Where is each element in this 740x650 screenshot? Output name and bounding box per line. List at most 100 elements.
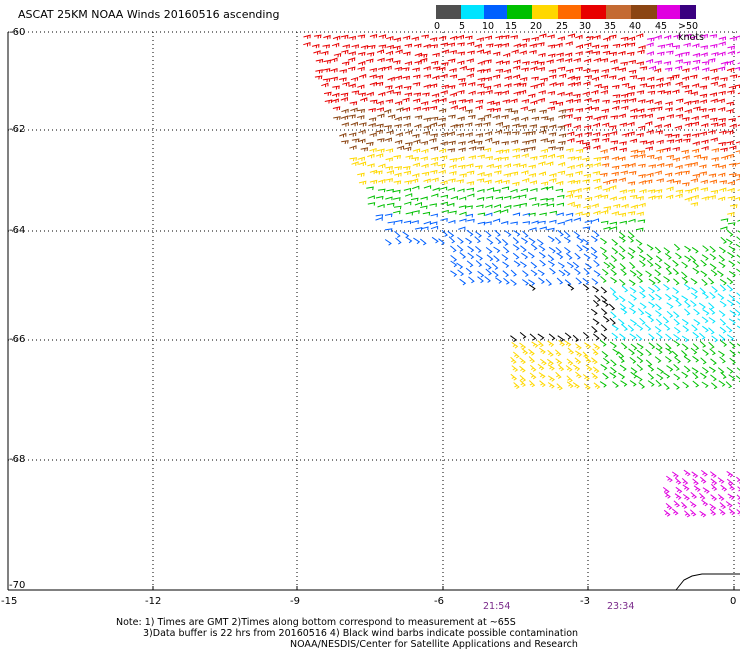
wind-barb	[494, 156, 502, 162]
wind-barb	[698, 107, 707, 113]
wind-barb	[627, 252, 635, 260]
wind-barb	[530, 261, 538, 269]
wind-barb	[593, 230, 600, 238]
wind-barb	[429, 169, 438, 175]
wind-barb	[546, 59, 554, 64]
wind-barb	[619, 220, 627, 225]
legend-label: 20	[530, 21, 543, 32]
wind-barb	[475, 99, 484, 104]
wind-barb	[709, 503, 717, 511]
wind-barb	[610, 276, 618, 284]
wind-barb	[331, 98, 339, 103]
wind-barb	[511, 365, 519, 372]
wind-barb	[591, 278, 599, 285]
wind-barb	[558, 109, 566, 114]
wind-barb	[467, 218, 475, 223]
wind-barb	[384, 124, 392, 130]
wind-barb	[438, 66, 446, 72]
wind-barb	[609, 317, 616, 325]
wind-barb	[521, 67, 529, 72]
wind-barb	[725, 381, 733, 389]
wind-barb	[675, 193, 683, 199]
wind-barb	[423, 66, 431, 71]
wind-barb	[593, 260, 600, 267]
wind-barb	[395, 132, 403, 137]
wind-barb	[360, 147, 369, 152]
wind-barb	[619, 364, 627, 372]
wind-barb	[582, 157, 590, 162]
wind-barb	[601, 122, 610, 127]
wind-barb	[377, 138, 385, 143]
wind-barb	[710, 358, 717, 366]
wind-barb	[403, 187, 412, 192]
wind-barb	[528, 164, 536, 169]
wind-barb	[691, 287, 698, 294]
wind-barb	[432, 187, 440, 192]
wind-barb	[663, 382, 670, 390]
wind-barb	[630, 108, 638, 113]
wind-barb	[321, 82, 329, 88]
wind-barb	[673, 311, 680, 319]
wind-barb	[519, 357, 526, 365]
wind-barb	[404, 193, 413, 197]
wind-barb	[610, 115, 619, 120]
wind-barb	[504, 83, 512, 88]
wind-barb	[575, 343, 582, 350]
wind-barb	[711, 286, 718, 293]
wind-barb	[648, 278, 656, 286]
wind-barb	[440, 90, 448, 95]
legend-swatch	[484, 5, 507, 19]
wind-barb	[430, 161, 438, 167]
wind-barb	[557, 335, 565, 342]
wind-barb	[718, 380, 726, 387]
wind-barb	[512, 65, 521, 70]
wind-barb	[385, 196, 393, 201]
wind-barb	[736, 343, 740, 347]
wind-barb	[547, 254, 555, 262]
legend-swatch	[507, 5, 532, 19]
wind-barb	[707, 58, 716, 63]
wind-barb	[466, 163, 474, 168]
wind-barb	[693, 485, 701, 492]
wind-barb	[628, 279, 636, 286]
wind-barb	[628, 170, 637, 176]
wind-barb	[727, 45, 735, 50]
wind-barb	[610, 311, 617, 319]
wind-barb	[584, 75, 593, 80]
wind-barb	[527, 93, 536, 98]
wind-barb	[728, 483, 735, 491]
wind-barb	[522, 61, 530, 66]
wind-barb	[674, 138, 683, 143]
wind-barb	[656, 373, 664, 381]
wind-barb	[555, 371, 562, 379]
wind-barb	[608, 303, 616, 311]
wind-barb	[555, 101, 564, 106]
wind-barb	[539, 212, 547, 217]
wind-barb	[323, 59, 331, 64]
wind-barb	[369, 179, 378, 185]
wind-barb	[718, 117, 726, 123]
wind-barb	[358, 73, 367, 79]
wind-barb	[503, 173, 512, 178]
wind-barb	[564, 247, 571, 254]
wind-barb	[528, 138, 537, 144]
wind-barb	[567, 165, 575, 170]
wind-barb	[519, 43, 527, 48]
wind-barb	[729, 123, 737, 129]
wind-barb	[720, 155, 729, 160]
wind-barb	[485, 195, 494, 200]
wind-barb	[413, 106, 421, 111]
wind-barb	[420, 205, 428, 210]
wind-barb	[663, 34, 672, 40]
wind-barb	[449, 164, 457, 169]
wind-barb	[572, 334, 580, 342]
wind-barb	[457, 60, 465, 65]
wind-barb	[591, 76, 600, 82]
wind-barb	[347, 57, 356, 62]
wind-barb	[582, 212, 591, 217]
wind-barb	[421, 163, 429, 169]
wind-barb	[512, 252, 520, 260]
legend-label: 35	[604, 21, 617, 32]
wind-barb	[440, 194, 449, 199]
wind-barb	[609, 341, 617, 349]
